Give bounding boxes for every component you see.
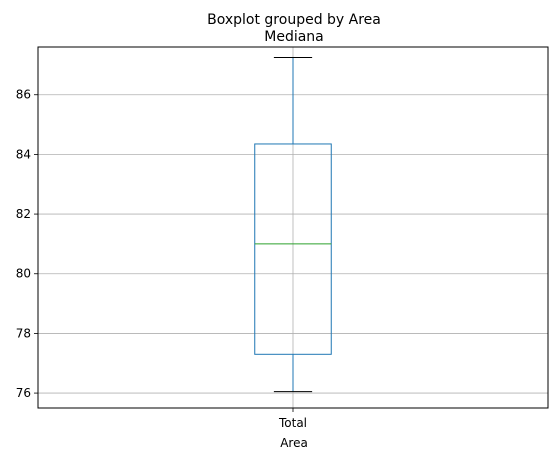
x-axis-label: Area (280, 436, 308, 450)
y-tick-label: 76 (16, 386, 31, 400)
y-tick-label: 82 (16, 207, 31, 221)
y-tick-label: 84 (16, 147, 31, 161)
chart-suptitle: Boxplot grouped by Area (207, 12, 381, 28)
y-tick-label: 78 (16, 326, 31, 340)
box-series (254, 56, 332, 393)
axis-ticks: 76 78 80 82 84 86 Total (16, 88, 307, 430)
y-tick-label: 86 (16, 88, 31, 102)
x-tick-label: Total (278, 416, 307, 430)
chart-title: Mediana (264, 29, 324, 45)
y-tick-label: 80 (16, 267, 31, 281)
iqr-box (254, 143, 332, 355)
